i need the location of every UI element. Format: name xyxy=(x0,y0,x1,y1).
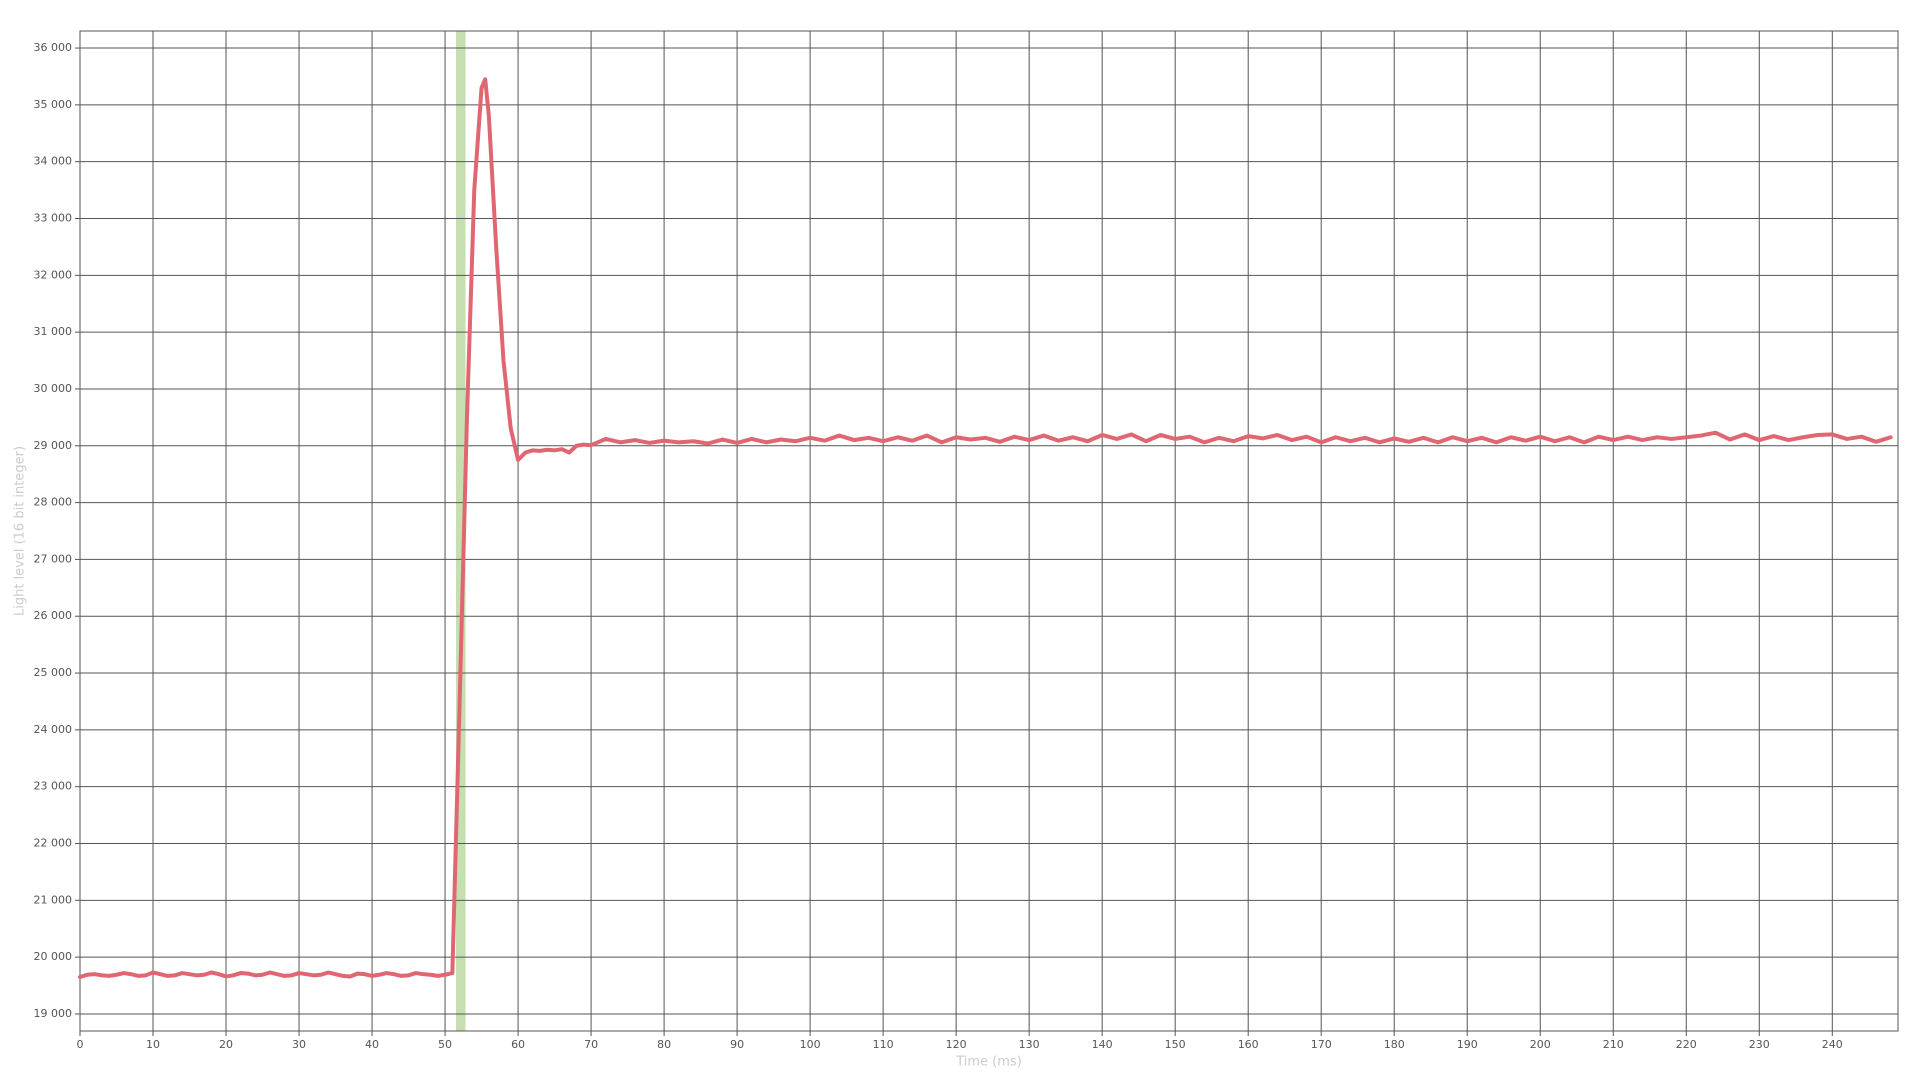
x-axis-title: Time (ms) xyxy=(955,1055,1022,1070)
y-tick-label: 21 000 xyxy=(34,893,73,906)
x-tick-label: 100 xyxy=(800,1038,821,1051)
x-tick-label: 30 xyxy=(292,1038,306,1051)
y-axis-title: Light level (16 bit integer) xyxy=(13,446,28,616)
x-tick-label: 80 xyxy=(657,1038,671,1051)
x-tick-label: 130 xyxy=(1019,1038,1040,1051)
x-tick-label: 220 xyxy=(1676,1038,1697,1051)
y-tick-label: 23 000 xyxy=(34,780,73,793)
y-tick-label: 32 000 xyxy=(34,268,73,281)
x-tick-label: 160 xyxy=(1238,1038,1259,1051)
x-tick-label: 140 xyxy=(1092,1038,1113,1051)
x-tick-label: 200 xyxy=(1530,1038,1551,1051)
x-tick-label: 10 xyxy=(146,1038,160,1051)
y-tick-label: 28 000 xyxy=(34,496,73,509)
y-tick-label: 26 000 xyxy=(34,609,73,622)
x-tick-label: 120 xyxy=(946,1038,967,1051)
x-tick-label: 50 xyxy=(438,1038,452,1051)
y-tick-label: 22 000 xyxy=(34,837,73,850)
y-tick-label: 25 000 xyxy=(34,666,73,679)
y-tick-label: 31 000 xyxy=(34,325,73,338)
y-tick-label: 34 000 xyxy=(34,155,73,168)
highlight-band xyxy=(456,31,466,1031)
x-tick-label: 70 xyxy=(584,1038,598,1051)
x-tick-label: 40 xyxy=(365,1038,379,1051)
x-tick-label: 180 xyxy=(1384,1038,1405,1051)
y-tick-label: 29 000 xyxy=(34,439,73,452)
y-tick-label: 30 000 xyxy=(34,382,73,395)
x-tick-label: 20 xyxy=(219,1038,233,1051)
x-tick-label: 0 xyxy=(77,1038,84,1051)
x-tick-label: 210 xyxy=(1603,1038,1624,1051)
y-tick-label: 33 000 xyxy=(34,212,73,225)
y-tick-label: 24 000 xyxy=(34,723,73,736)
x-tick-label: 150 xyxy=(1165,1038,1186,1051)
x-tick-label: 240 xyxy=(1822,1038,1843,1051)
series-line xyxy=(78,77,1893,980)
x-tick-label: 190 xyxy=(1457,1038,1478,1051)
x-tick-label: 110 xyxy=(873,1038,894,1051)
y-tick-label: 27 000 xyxy=(34,552,73,565)
x-tick-label: 170 xyxy=(1311,1038,1332,1051)
plot-frame xyxy=(79,30,1899,1032)
x-tick-label: 230 xyxy=(1749,1038,1770,1051)
y-tick-label: 20 000 xyxy=(34,950,73,963)
y-tick-label: 19 000 xyxy=(34,1007,73,1020)
y-tick-label: 35 000 xyxy=(34,98,73,111)
y-tick-label: 36 000 xyxy=(34,41,73,54)
x-tick-label: 60 xyxy=(511,1038,525,1051)
x-tick-label: 90 xyxy=(730,1038,744,1051)
